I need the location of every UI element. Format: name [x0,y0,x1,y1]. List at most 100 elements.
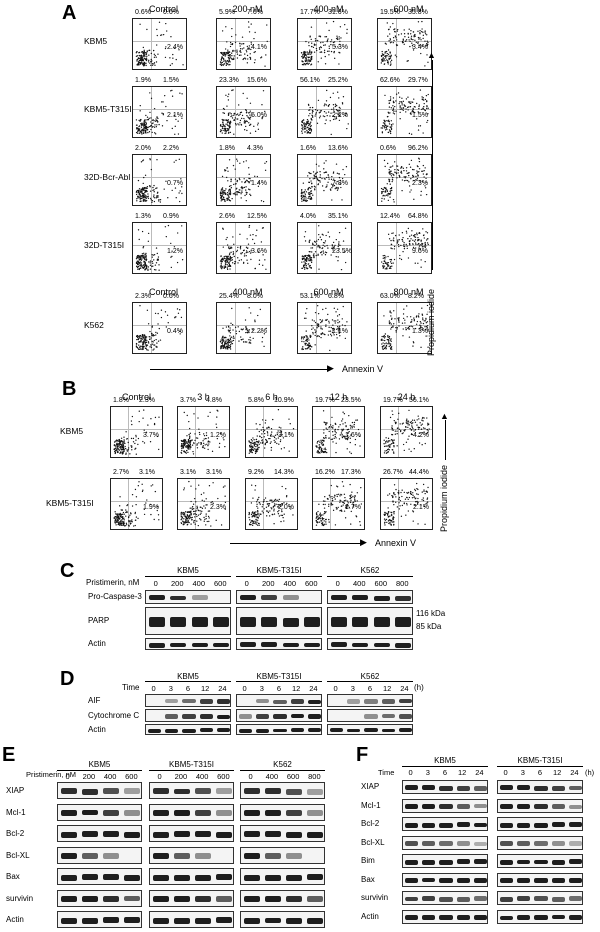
cell-event [205,437,207,440]
cell-event [390,520,393,522]
cell-event [404,319,406,321]
cell-event [183,487,186,489]
cell-event [385,342,387,344]
cell-event [222,120,224,122]
cell-event [143,195,145,198]
cell-event [220,64,223,67]
cell-event [236,192,238,194]
cell-event [340,268,343,271]
cell-event [301,121,303,123]
cell-event [414,111,416,114]
cell-event [194,516,196,518]
cell-event [144,338,146,341]
cell-event [230,259,232,261]
cell-event [221,336,224,339]
cell-event [331,416,333,419]
cell-event [388,106,391,108]
cell-event [359,445,361,447]
cell-event [193,442,195,445]
cell-event [245,160,247,162]
cell-event [408,240,411,243]
cell-event [391,429,393,431]
cell-event [194,433,196,435]
cell-event [338,97,340,99]
cell-event [163,188,165,190]
cell-event [400,258,403,261]
cell-event [136,55,139,57]
cell-event [174,133,176,135]
cell-event [301,55,303,58]
cell-event [409,166,412,168]
cell-event [393,452,395,454]
cell-event [355,515,357,517]
quadrant-hline [298,176,351,178]
cell-event [135,439,137,441]
cell-event [415,504,417,507]
cell-event [228,196,230,198]
cell-event [318,245,320,247]
cell-event [408,496,411,499]
pct-upper-left: 2.7% [113,469,129,476]
cell-event [139,197,141,199]
cell-event [304,189,306,191]
pct-lower-right: 1.7% [345,504,361,511]
cell-event [246,238,248,240]
cell-event [313,174,315,176]
flow-plot [132,302,187,354]
cell-event [261,116,263,119]
cell-event [132,441,135,443]
cell-event [249,519,251,521]
cell-event [423,431,425,433]
cell-event [346,432,349,434]
cell-event [239,119,242,122]
cell-event [221,175,224,178]
cell-event [424,109,427,112]
cell-event [403,104,405,106]
cell-event [390,340,392,342]
cell-event [426,429,428,431]
cell-event [231,197,233,200]
cell-event [238,124,240,126]
cell-event [354,444,356,446]
cell-event [309,177,311,180]
cell-event [221,268,223,270]
cell-event [148,117,150,120]
cell-event [124,525,126,527]
cell-event [354,498,356,500]
cell-event [239,43,241,45]
cell-event [389,26,392,28]
cell-event [337,328,339,330]
cell-event [244,58,247,60]
cell-event [383,334,385,337]
cell-event [402,236,404,239]
cell-event [390,326,393,329]
pct-lower-right: 1.6% [345,432,361,439]
cell-event [229,268,231,270]
cell-event [183,489,185,491]
cell-event [154,54,156,57]
cell-event [222,338,224,340]
cell-event [224,200,226,203]
cell-event [397,92,400,94]
pct-lower-right: 2.2% [251,328,267,335]
cell-event [309,122,311,124]
cell-event [333,320,335,322]
cell-event [244,57,246,59]
cell-event [149,111,151,114]
cell-event [152,49,155,52]
cell-event [413,504,416,506]
quadrant-vline [395,223,397,273]
cell-event [384,254,386,257]
cell-event [137,62,140,64]
cell-event [325,234,327,237]
cell-event [273,513,276,515]
cell-event [322,500,325,502]
cell-event [221,129,223,132]
cell-event [356,500,358,502]
cell-event [139,348,141,350]
cell-event [253,445,256,447]
cell-event [422,108,425,110]
cell-event [236,250,238,253]
cell-event [333,116,336,118]
cell-event [253,439,255,441]
